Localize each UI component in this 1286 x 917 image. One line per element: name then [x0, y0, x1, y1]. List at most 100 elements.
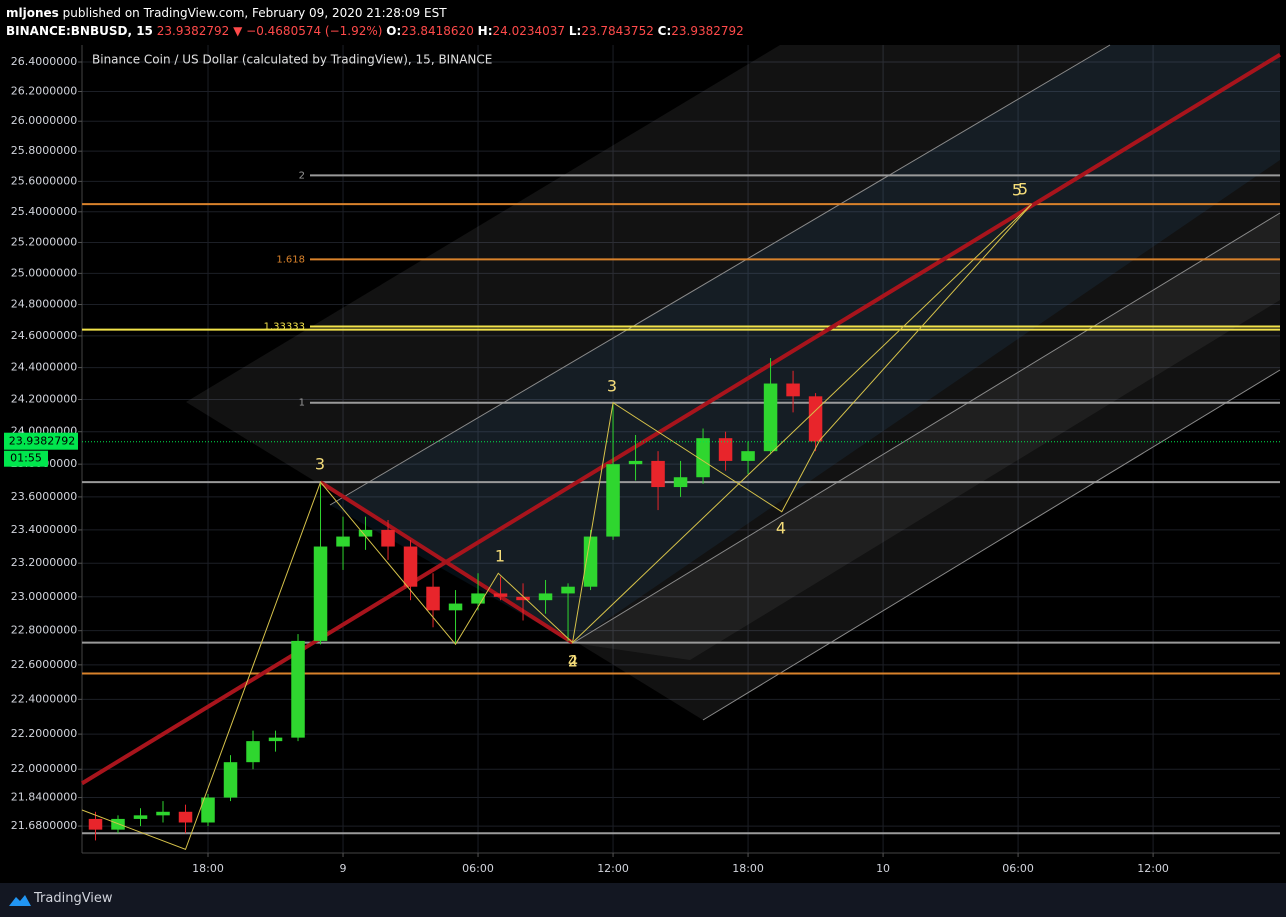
- open: 23.8418620: [401, 24, 474, 38]
- x-tick-label: 12:00: [1137, 862, 1169, 875]
- low: 23.7843752: [581, 24, 654, 38]
- x-tick-label: 18:00: [192, 862, 224, 875]
- candle-body: [718, 438, 733, 461]
- candle-body: [808, 396, 823, 442]
- channel-band: [573, 213, 1280, 660]
- y-tick-label: 26.2000000: [11, 85, 77, 98]
- candle-body: [201, 797, 215, 823]
- o-label: O:: [386, 24, 402, 38]
- level-label: 1.33333: [264, 321, 305, 332]
- candle-body: [111, 818, 125, 830]
- wave-label: 1: [495, 547, 505, 566]
- wave-label: 5: [1018, 180, 1028, 199]
- candle-body: [651, 460, 665, 488]
- candle-body: [246, 741, 260, 763]
- candle-body: [516, 596, 530, 601]
- y-tick-label: 25.0000000: [11, 266, 77, 279]
- wave-line: [572, 203, 1032, 643]
- last-price-label: 23.9382792: [9, 435, 75, 448]
- wave-label: 5: [1012, 181, 1022, 200]
- y-tick-label: 21.8400000: [11, 791, 77, 804]
- candle-body: [583, 536, 598, 587]
- level-label: 1.618: [276, 254, 305, 265]
- x-tick-label: 18:00: [732, 862, 764, 875]
- published: published on TradingView.com, February 0…: [62, 6, 447, 20]
- candle-body: [178, 811, 193, 823]
- y-tick-label: 24.2000000: [11, 393, 77, 406]
- candle-body: [426, 586, 440, 611]
- candle-body: [628, 460, 643, 465]
- candle-body: [88, 818, 103, 830]
- chart: Binance Coin / US Dollar (calculated by …: [4, 44, 1282, 875]
- y-tick-label: 24.6000000: [11, 329, 77, 342]
- candle-body: [268, 737, 283, 742]
- candle-body: [448, 603, 463, 611]
- channel-line: [702, 369, 1281, 721]
- wave-label: 4: [776, 519, 786, 538]
- wave-label: 4: [568, 652, 578, 671]
- candle-body: [358, 529, 373, 537]
- candle-body: [471, 593, 485, 604]
- trend-line: [319, 480, 574, 645]
- candle-body: [156, 811, 170, 816]
- y-tick-label: 24.4000000: [11, 361, 77, 374]
- y-tick-label: 22.8000000: [11, 624, 77, 637]
- y-tick-label: 26.4000000: [11, 55, 77, 68]
- down-arrow: ▼: [233, 24, 243, 38]
- countdown-box: [4, 450, 48, 467]
- x-tick-label: 10: [876, 862, 890, 875]
- l-label: L:: [568, 24, 582, 38]
- candle-body: [673, 477, 688, 488]
- y-tick-label: 23.2000000: [11, 556, 77, 569]
- level-label: 2: [299, 170, 305, 181]
- candle-body: [696, 438, 710, 478]
- high: 24.0234037: [492, 24, 566, 38]
- footer: TradingView: [0, 883, 1286, 917]
- y-tick-label: 22.0000000: [11, 762, 77, 775]
- channel-line: [572, 212, 1281, 644]
- y-tick-label: 23.4000000: [11, 523, 77, 536]
- change: −0.4680574 (−1.92%): [246, 24, 383, 38]
- y-tick-label: 26.0000000: [11, 114, 77, 127]
- candle-body: [291, 640, 305, 738]
- candle-body: [606, 464, 620, 537]
- symbol: BINANCE:BNBUSD, 15: [6, 24, 153, 38]
- candle-body: [538, 593, 553, 601]
- logo: [9, 895, 31, 906]
- channel-line: [329, 44, 1111, 506]
- y-tick-label: 25.2000000: [11, 235, 77, 248]
- y-tick-label: 23.6000000: [11, 490, 77, 503]
- wave-label: 2: [568, 652, 578, 671]
- candle-body: [493, 593, 508, 597]
- y-tick-label: 21.6800000: [11, 819, 77, 832]
- candle-body: [133, 815, 148, 819]
- candle-body: [763, 383, 778, 452]
- countdown: 01:55: [10, 452, 42, 465]
- price: 23.9382792: [156, 24, 230, 38]
- wave-line: [81, 203, 1032, 851]
- y-tick-label: 22.2000000: [11, 727, 77, 740]
- channel: [186, 45, 1280, 720]
- candle-body: [336, 536, 350, 547]
- y-tick-label: 24.8000000: [11, 298, 77, 311]
- candle-body: [403, 546, 418, 587]
- header: mljones published on TradingView.com, Fe…: [6, 4, 744, 40]
- user: mljones: [6, 6, 59, 20]
- candle-body: [741, 451, 755, 461]
- candle-body: [786, 383, 800, 397]
- chart-title: Binance Coin / US Dollar (calculated by …: [92, 53, 492, 67]
- x-tick-label: 9: [340, 862, 347, 875]
- c-label: C:: [657, 24, 672, 38]
- candle-body: [561, 586, 575, 594]
- y-tick-label: 22.4000000: [11, 692, 77, 705]
- brand: TradingView: [34, 891, 113, 906]
- level-label: 1: [299, 398, 305, 409]
- y-tick-label: 25.6000000: [11, 174, 77, 187]
- y-tick-label: 25.8000000: [11, 144, 77, 157]
- candle-body: [313, 546, 328, 641]
- h-label: H:: [477, 24, 493, 38]
- y-tick-label: 23.0000000: [11, 590, 77, 603]
- last-price-box: [4, 432, 78, 450]
- close: 23.9382792: [671, 24, 744, 38]
